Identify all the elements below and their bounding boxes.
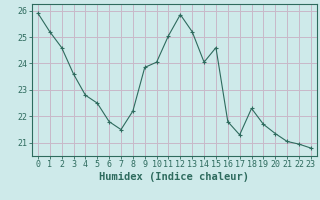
X-axis label: Humidex (Indice chaleur): Humidex (Indice chaleur) — [100, 172, 249, 182]
